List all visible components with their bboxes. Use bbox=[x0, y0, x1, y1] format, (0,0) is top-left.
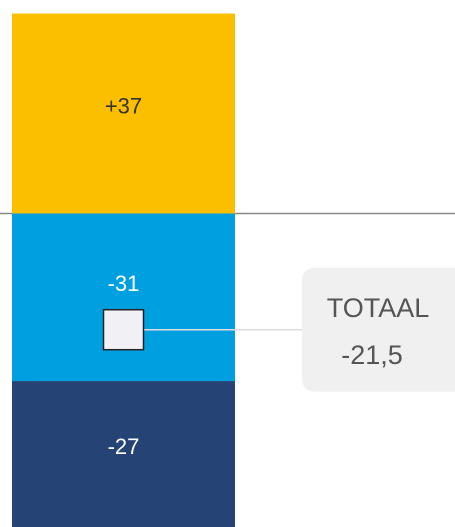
total-label-box bbox=[302, 267, 455, 392]
total-label: TOTAAL bbox=[327, 293, 430, 323]
bar-segment bbox=[12, 213, 235, 382]
data-label: +37 bbox=[105, 93, 142, 118]
total-marker bbox=[102, 308, 145, 351]
bar-segment bbox=[12, 13, 235, 214]
data-label: -31 bbox=[108, 271, 140, 296]
total-value: -21,5 bbox=[341, 340, 403, 370]
bar-segment bbox=[12, 381, 235, 527]
data-label: -27 bbox=[108, 434, 140, 459]
